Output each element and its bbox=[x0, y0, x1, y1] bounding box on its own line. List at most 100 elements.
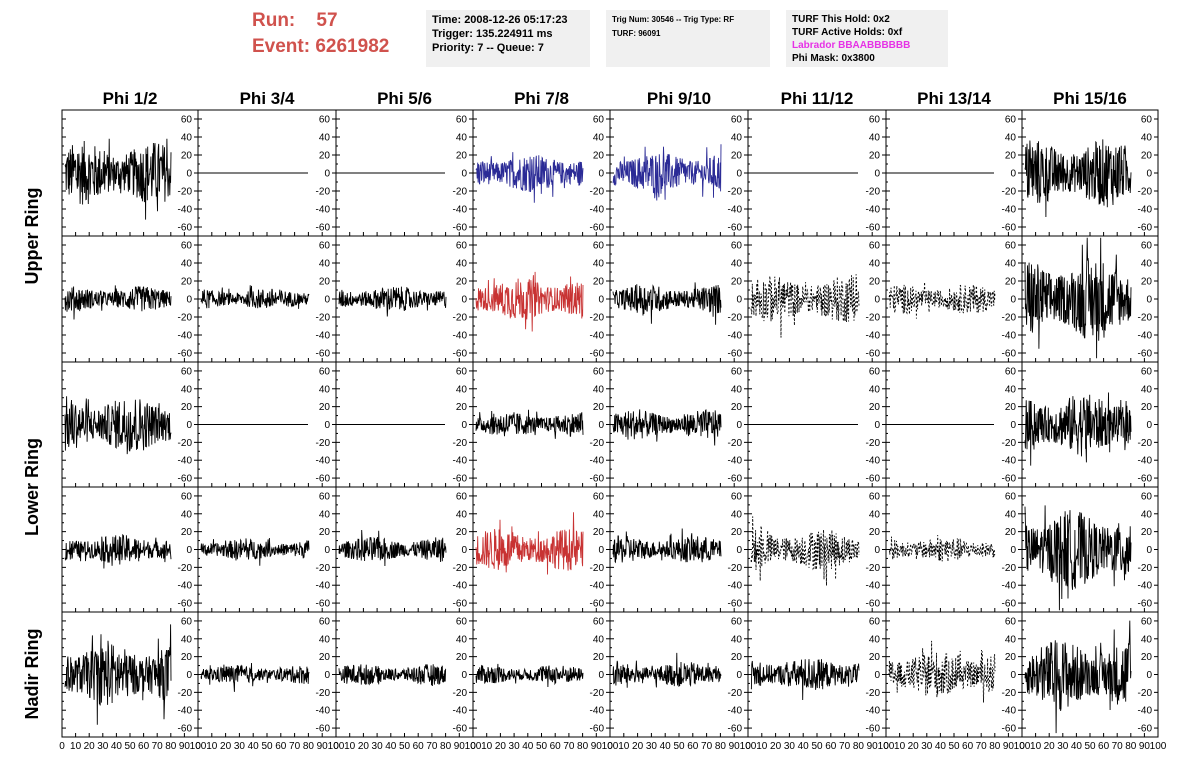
y-tick-label: 60 bbox=[869, 115, 881, 126]
waveform-trace bbox=[1024, 392, 1132, 466]
waveform-trace bbox=[200, 662, 310, 692]
y-tick-label: 60 bbox=[869, 366, 881, 377]
y-tick-label: 60 bbox=[319, 616, 331, 627]
y-tick-label: 40 bbox=[731, 634, 743, 645]
y-tick-label: 20 bbox=[319, 277, 331, 288]
y-tick-label: 20 bbox=[1141, 652, 1153, 663]
waveform-trace bbox=[612, 282, 722, 325]
x-tick-label: 0 bbox=[1019, 741, 1025, 752]
y-tick-label: 40 bbox=[456, 259, 468, 270]
y-tick-label: -40 bbox=[178, 706, 193, 717]
y-tick-label: -20 bbox=[1002, 313, 1017, 324]
y-tick-label: 40 bbox=[181, 384, 193, 395]
y-tick-label: 20 bbox=[731, 277, 743, 288]
waveform-trace bbox=[1024, 620, 1132, 734]
y-tick-label: -40 bbox=[316, 581, 331, 592]
y-tick-label: -60 bbox=[316, 724, 331, 735]
y-tick-label: 0 bbox=[874, 169, 880, 180]
y-tick-label: -40 bbox=[178, 581, 193, 592]
y-tick-label: 40 bbox=[456, 133, 468, 144]
y-tick-label: 40 bbox=[1005, 259, 1017, 270]
y-tick-label: 60 bbox=[1005, 115, 1017, 126]
y-tick-label: -60 bbox=[1138, 349, 1153, 360]
y-tick-label: 0 bbox=[461, 169, 467, 180]
waveform-trace bbox=[612, 144, 722, 201]
x-tick-label: 70 bbox=[152, 741, 164, 752]
y-tick-label: -20 bbox=[866, 563, 881, 574]
y-tick-label: -60 bbox=[866, 474, 881, 485]
y-tick-label: -20 bbox=[453, 187, 468, 198]
x-tick-label: 70 bbox=[1112, 741, 1124, 752]
x-tick-label: 60 bbox=[550, 741, 562, 752]
y-tick-label: 60 bbox=[1005, 616, 1017, 627]
waveform-trace bbox=[475, 512, 584, 575]
y-tick-label: 60 bbox=[456, 241, 468, 252]
y-tick-label: -40 bbox=[866, 706, 881, 717]
y-tick-label: 20 bbox=[181, 402, 193, 413]
y-tick-label: -60 bbox=[728, 349, 743, 360]
y-tick-label: -60 bbox=[1002, 474, 1017, 485]
x-tick-label: 20 bbox=[220, 741, 232, 752]
y-tick-label: -40 bbox=[590, 581, 605, 592]
y-tick-label: -40 bbox=[453, 706, 468, 717]
waveform-trace bbox=[750, 659, 860, 701]
x-tick-label: 10 bbox=[894, 741, 906, 752]
y-tick-label: -60 bbox=[590, 223, 605, 234]
x-tick-label: 90 bbox=[317, 741, 329, 752]
y-tick-label: 40 bbox=[731, 259, 743, 270]
column-header: Phi 5/6 bbox=[377, 89, 432, 108]
waveform-trace bbox=[338, 529, 447, 567]
y-tick-label: 60 bbox=[1005, 241, 1017, 252]
y-tick-label: 20 bbox=[181, 527, 193, 538]
turf-text: TURF: 96091 bbox=[612, 29, 661, 38]
y-tick-label: -40 bbox=[1002, 706, 1017, 717]
y-tick-label: 60 bbox=[1141, 241, 1153, 252]
y-tick-label: 40 bbox=[1141, 133, 1153, 144]
y-tick-label: 0 bbox=[186, 420, 192, 431]
y-tick-label: -60 bbox=[1002, 599, 1017, 610]
waveform-trace bbox=[888, 534, 996, 562]
y-tick-label: 20 bbox=[593, 652, 605, 663]
y-tick-label: 40 bbox=[1141, 509, 1153, 520]
y-tick-label: -40 bbox=[1002, 331, 1017, 342]
x-tick-label: 10 bbox=[206, 741, 218, 752]
turf-active-holds: TURF Active Holds: 0xf bbox=[792, 27, 903, 38]
y-tick-label: 60 bbox=[181, 115, 193, 126]
phi-mask-text: Phi Mask: 0x3800 bbox=[792, 53, 875, 64]
x-tick-label: 100 bbox=[190, 741, 207, 752]
x-tick-label: 30 bbox=[921, 741, 933, 752]
y-tick-label: 0 bbox=[186, 169, 192, 180]
y-tick-label: -60 bbox=[453, 474, 468, 485]
y-tick-label: -60 bbox=[590, 349, 605, 360]
y-tick-label: -40 bbox=[728, 456, 743, 467]
y-tick-label: -60 bbox=[1002, 223, 1017, 234]
y-tick-label: 60 bbox=[593, 115, 605, 126]
y-tick-label: 20 bbox=[869, 277, 881, 288]
event-value: 6261982 bbox=[315, 36, 390, 57]
x-tick-label: 50 bbox=[948, 741, 960, 752]
waveform-trace bbox=[612, 409, 722, 446]
panel-frame bbox=[747, 235, 887, 363]
x-tick-label: 90 bbox=[729, 741, 741, 752]
y-tick-label: -20 bbox=[316, 187, 331, 198]
x-tick-label: 40 bbox=[798, 741, 810, 752]
y-tick-label: -20 bbox=[1138, 563, 1153, 574]
y-tick-label: -40 bbox=[1002, 205, 1017, 216]
x-tick-label: 50 bbox=[673, 741, 685, 752]
y-tick-label: -40 bbox=[178, 456, 193, 467]
x-tick-label: 20 bbox=[84, 741, 96, 752]
y-tick-label: 40 bbox=[869, 634, 881, 645]
waveform-trace bbox=[64, 138, 172, 220]
waveform-trace bbox=[888, 282, 996, 319]
y-tick-label: 60 bbox=[456, 491, 468, 502]
y-tick-label: 60 bbox=[731, 366, 743, 377]
column-header: Phi 9/10 bbox=[647, 89, 711, 108]
y-tick-label: 40 bbox=[1141, 384, 1153, 395]
x-tick-label: 10 bbox=[344, 741, 356, 752]
y-tick-label: 60 bbox=[593, 491, 605, 502]
y-tick-label: 40 bbox=[181, 634, 193, 645]
y-tick-label: 20 bbox=[1141, 402, 1153, 413]
y-tick-label: -40 bbox=[728, 205, 743, 216]
y-tick-label: 0 bbox=[324, 295, 330, 306]
y-tick-label: 40 bbox=[593, 133, 605, 144]
